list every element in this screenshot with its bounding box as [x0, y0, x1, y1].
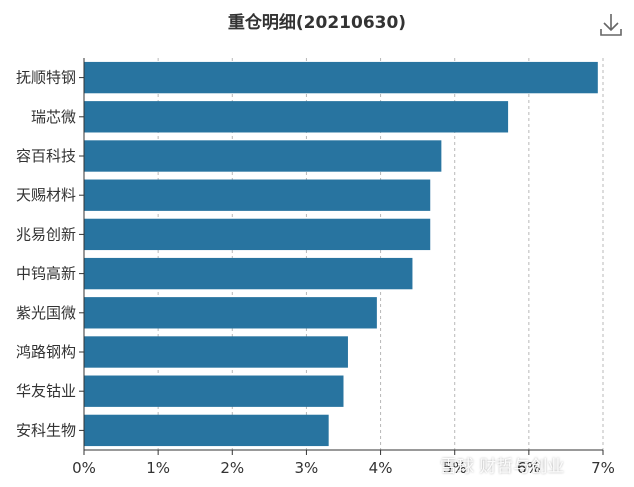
x-tick-label: 6% — [517, 459, 541, 477]
x-tick-label: 2% — [220, 459, 244, 477]
x-tick-labels: 0% 1% 2% 3% 4% 5% 6% 7% — [72, 450, 615, 477]
bar[interactable] — [84, 336, 348, 368]
download-button[interactable] — [598, 12, 624, 38]
bar[interactable] — [84, 61, 598, 94]
category-label: 容百科技 — [16, 147, 76, 165]
bar[interactable] — [84, 297, 377, 329]
x-tick-label: 5% — [443, 459, 467, 477]
category-label: 天赐材料 — [16, 186, 76, 204]
bar[interactable] — [84, 218, 431, 251]
bar[interactable] — [84, 257, 413, 290]
bar[interactable] — [84, 179, 431, 211]
axes — [83, 58, 603, 451]
category-label: 鸿路钢构 — [16, 343, 76, 361]
category-label: 紫光国微 — [16, 304, 76, 322]
category-label: 兆易创新 — [16, 225, 76, 243]
bar[interactable] — [84, 375, 344, 407]
category-label: 华友钴业 — [16, 382, 76, 400]
x-tick-label: 1% — [146, 459, 170, 477]
download-icon — [600, 14, 622, 36]
category-label: 安科生物 — [16, 421, 76, 439]
x-tick-label: 0% — [72, 459, 96, 477]
bars — [84, 61, 598, 447]
bar[interactable] — [84, 414, 329, 447]
category-label: 瑞芯微 — [31, 108, 76, 126]
bar[interactable] — [84, 101, 509, 133]
x-tick-label: 3% — [295, 459, 319, 477]
x-tick-label: 4% — [369, 459, 393, 477]
x-tick-label: 7% — [591, 459, 615, 477]
category-label: 抚顺特钢 — [16, 69, 76, 87]
category-label: 中钨高新 — [16, 265, 76, 283]
chart-title: 重仓明细(20210630) — [227, 13, 407, 33]
bar[interactable] — [84, 140, 442, 172]
